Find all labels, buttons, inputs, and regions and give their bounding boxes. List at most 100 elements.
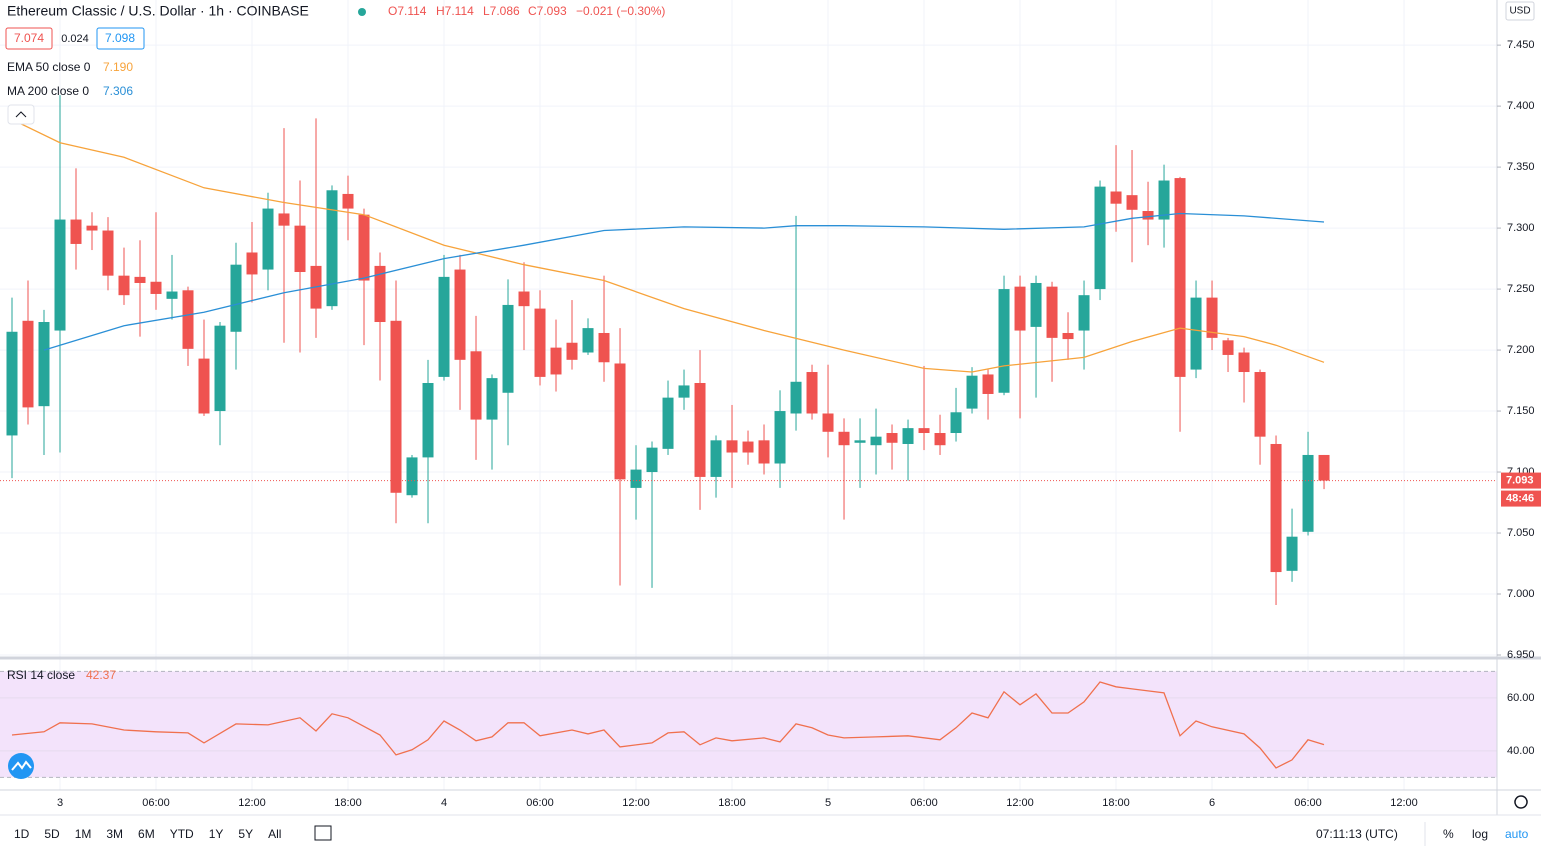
y-tick-label: 7.150 xyxy=(1507,405,1535,417)
rsi-background xyxy=(0,670,1497,778)
x-tick-label: 18:00 xyxy=(1102,797,1130,809)
candle-body xyxy=(214,325,226,412)
candle-body xyxy=(262,208,274,270)
y-tick-label: 7.350 xyxy=(1507,161,1535,173)
candle-body xyxy=(38,322,50,407)
currency: USD xyxy=(1509,6,1530,17)
candle-body xyxy=(518,291,530,307)
candle-body xyxy=(1110,191,1122,204)
candle-body xyxy=(614,363,626,480)
x-tick-label: 5 xyxy=(825,797,831,809)
x-tick-label: 18:00 xyxy=(718,797,746,809)
currency-box[interactable] xyxy=(1505,1,1535,21)
candle-body xyxy=(118,275,130,296)
candle-body xyxy=(678,385,690,398)
candle-body xyxy=(710,440,722,477)
y-tick-label: 7.050 xyxy=(1507,527,1535,539)
candle-body xyxy=(566,342,578,360)
candle-body xyxy=(774,411,786,464)
time-range-button[interactable]: YTD xyxy=(170,827,194,841)
candle-body xyxy=(150,281,162,294)
candle-body xyxy=(70,219,82,244)
candle-body xyxy=(1030,282,1042,327)
ohlc-high: H7.114 xyxy=(436,4,474,18)
candle-body xyxy=(1014,286,1026,331)
candle-body xyxy=(406,457,418,496)
candle-body xyxy=(550,347,562,375)
candle-body xyxy=(390,320,402,493)
collapse-icon xyxy=(15,111,27,118)
candle-body xyxy=(630,469,642,488)
settings-icon[interactable] xyxy=(1514,795,1528,809)
axes: 3 06:00 12:00 18:00 4 06:00 12:00 18:00 5 06:00 12… xyxy=(57,39,1541,809)
x-tick-label: 4 xyxy=(441,797,447,809)
time-range-button[interactable]: 6M xyxy=(138,827,155,841)
ohlc-change: −0.021 (−0.30%) xyxy=(576,4,665,18)
candle-body xyxy=(278,213,290,226)
candle-body xyxy=(1174,178,1186,377)
rsi-tick-label: 40.00 xyxy=(1507,745,1535,757)
scale-option[interactable]: % xyxy=(1443,827,1454,841)
time-range-button[interactable]: 3M xyxy=(106,827,123,841)
rsi-band xyxy=(0,671,1497,778)
ohlc-low: L7.086 xyxy=(483,4,520,18)
scale-option[interactable]: log xyxy=(1472,827,1488,841)
date-range-icon[interactable] xyxy=(314,825,332,841)
candle-body xyxy=(1062,332,1074,340)
candle-body xyxy=(470,351,482,420)
candle-body xyxy=(694,382,706,477)
candle-body xyxy=(886,433,898,443)
symbol-title: Ethereum Classic / U.S. Dollar · 1h · CO… xyxy=(7,3,309,19)
candle-body xyxy=(854,440,866,443)
time-range-button[interactable]: All xyxy=(268,827,281,841)
candle-body xyxy=(22,320,34,408)
x-tick-label: 3 xyxy=(57,797,63,809)
time-range-button[interactable]: 5D xyxy=(44,827,60,841)
x-tick-label: 12:00 xyxy=(1390,797,1418,809)
candle-body xyxy=(1094,186,1106,290)
candle-body xyxy=(982,374,994,394)
candle-body xyxy=(998,289,1010,393)
time-range-button[interactable]: 1D xyxy=(14,827,30,841)
ma-legend: MA 200 close 0 xyxy=(7,84,89,98)
x-tick-label: 18:00 xyxy=(334,797,362,809)
candle-body xyxy=(246,252,258,275)
x-tick-label: 06:00 xyxy=(142,797,170,809)
candle-body xyxy=(438,276,450,377)
x-tick-label: 12:00 xyxy=(622,797,650,809)
candle-body xyxy=(1302,454,1314,532)
candle-body xyxy=(1254,372,1266,437)
time-range-button[interactable]: 5Y xyxy=(238,827,253,841)
x-tick-label: 06:00 xyxy=(910,797,938,809)
scale-option[interactable]: auto xyxy=(1505,827,1529,841)
bid: 7.074 xyxy=(14,31,44,45)
y-tick-label: 6.950 xyxy=(1507,649,1535,661)
ohlc-close: C7.093 xyxy=(528,4,567,18)
y-tick-label: 7.250 xyxy=(1507,283,1535,295)
last-price-box xyxy=(1501,472,1541,489)
x-tick-label: 12:00 xyxy=(1006,797,1034,809)
candle-body xyxy=(6,331,18,436)
indicator-line xyxy=(11,118,1325,373)
y-tick-label: 7.400 xyxy=(1507,100,1535,112)
x-tick-label: 06:00 xyxy=(1294,797,1322,809)
countdown: 48:46 xyxy=(1506,492,1534,504)
candle-body xyxy=(902,428,914,444)
candle-body xyxy=(582,328,594,353)
time-range-button[interactable]: 1M xyxy=(75,827,92,841)
clock: 07:11:13 (UTC) xyxy=(1316,827,1398,841)
x-tick-label: 06:00 xyxy=(526,797,554,809)
candle-body xyxy=(198,358,210,414)
bid-box[interactable] xyxy=(5,27,53,50)
candle-body xyxy=(742,441,754,453)
ask-box[interactable] xyxy=(96,27,145,50)
candle-body xyxy=(1270,443,1282,573)
last-price-label: 7.093 xyxy=(1506,474,1534,486)
candle-body xyxy=(1046,286,1058,338)
candle-body xyxy=(86,225,98,231)
collapse-button[interactable] xyxy=(7,104,35,125)
rsi-value: 42.37 xyxy=(86,668,116,682)
time-range-button[interactable]: 1Y xyxy=(209,827,224,841)
candle-body xyxy=(54,219,66,331)
